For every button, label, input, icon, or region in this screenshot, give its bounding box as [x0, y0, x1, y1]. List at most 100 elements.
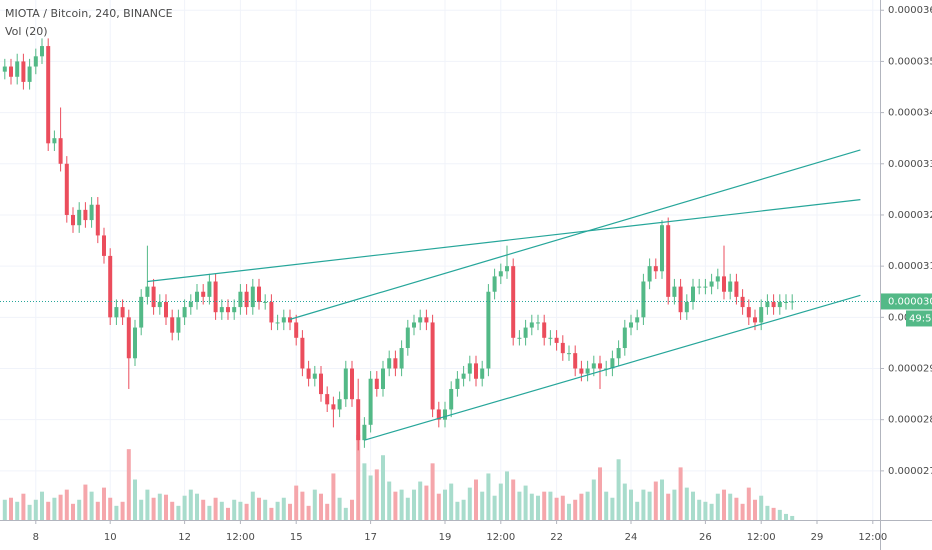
volume-bar — [95, 501, 100, 520]
last-price-label: 0.00003031 — [888, 296, 932, 307]
candle-body — [83, 209, 88, 221]
volume-bar — [281, 497, 286, 520]
volume-bar — [157, 493, 162, 520]
x-tick-label: 12:00 — [226, 532, 255, 543]
candle-body — [2, 66, 7, 72]
volume-bar — [337, 497, 342, 520]
candle-body — [95, 204, 100, 236]
volume-bar — [715, 493, 720, 520]
candle-body — [89, 204, 94, 221]
candle-body — [356, 399, 361, 441]
candle-body — [771, 301, 776, 308]
candle-body — [405, 327, 410, 349]
candle-body — [722, 276, 726, 292]
candle-body — [15, 61, 20, 77]
candle-body — [170, 317, 175, 333]
volume-bar — [567, 503, 571, 520]
candle-body — [269, 301, 274, 323]
candle-body — [591, 363, 596, 369]
candle-body — [201, 291, 206, 297]
volume-bar — [275, 501, 280, 520]
volume-bar — [480, 491, 485, 520]
volume-bar — [27, 504, 32, 520]
volume-bar — [300, 491, 305, 520]
candle-body — [784, 301, 788, 303]
candle-body — [567, 353, 571, 355]
candle-body — [306, 368, 311, 379]
candle-body — [703, 286, 708, 288]
volume-bar — [771, 507, 776, 520]
volume-bar — [325, 503, 330, 520]
volume-bar — [591, 479, 596, 520]
candle-body — [629, 322, 633, 328]
volume-bar — [368, 475, 373, 520]
candle-body — [145, 286, 150, 297]
volume-bar — [232, 499, 237, 520]
volume-bar — [15, 501, 20, 520]
trend-line — [289, 149, 861, 320]
volume-bar — [126, 449, 131, 520]
candle-body — [635, 317, 640, 323]
candle-body — [511, 266, 516, 338]
volume-bar — [449, 483, 454, 520]
chart-title: MIOTA / Bitcoin, 240, BINANCE — [5, 7, 173, 20]
candle-body — [443, 409, 447, 420]
axes: 0.000027000.000028000.000029000.00003000… — [33, 5, 932, 543]
candle-body — [288, 317, 292, 323]
volume-bar — [238, 501, 243, 520]
candle-body — [114, 307, 119, 318]
candle-body — [331, 404, 336, 410]
volume-bar — [455, 501, 460, 520]
candle-body — [213, 281, 218, 313]
candle-body — [467, 363, 472, 374]
candle-body — [715, 276, 720, 282]
candle-body — [740, 296, 745, 308]
volume-bar — [753, 499, 757, 520]
volume-bar — [542, 491, 547, 520]
volume-bar — [498, 483, 503, 520]
x-tick-label: 22 — [550, 532, 563, 543]
volume-bar — [461, 499, 466, 520]
candle-body — [449, 388, 454, 410]
volume-bar — [548, 491, 553, 520]
candle-body — [188, 301, 193, 308]
volume-bar — [250, 491, 255, 520]
x-tick-label: 12:00 — [747, 532, 776, 543]
volume-bar — [523, 485, 528, 520]
y-tick-label: 0.00003200 — [888, 210, 932, 221]
volume-bar — [691, 491, 695, 520]
candle-body — [610, 358, 615, 369]
volume-bar — [188, 489, 193, 520]
volume-bar — [288, 503, 292, 520]
candle-body — [33, 56, 38, 67]
volume-bar — [108, 497, 113, 520]
candle-body — [319, 373, 323, 395]
volume-bar — [226, 507, 230, 520]
volume-bar — [294, 485, 299, 520]
candle-body — [9, 66, 13, 77]
volume-bar — [244, 503, 249, 520]
candle-body — [281, 317, 286, 323]
volume-bar — [604, 491, 609, 520]
candle-body — [182, 307, 187, 318]
x-tick-label: 29 — [811, 532, 824, 543]
volume-bar — [343, 507, 348, 520]
volume-bar — [529, 493, 534, 520]
volume-bar — [424, 485, 429, 520]
volume-layer — [2, 435, 795, 520]
volume-bar — [635, 501, 640, 520]
volume-bar — [312, 489, 317, 520]
y-tick-label: 0.00002700 — [888, 466, 932, 477]
candle-body — [176, 317, 181, 333]
candle-body — [455, 378, 460, 389]
volume-bar — [443, 489, 447, 520]
candle-body — [120, 307, 125, 318]
volume-bar — [120, 501, 125, 520]
volume-bar — [71, 503, 75, 520]
candle-body — [263, 301, 268, 303]
candle-body — [412, 322, 416, 328]
x-tick-label: 26 — [699, 532, 712, 543]
candle-body — [64, 163, 69, 215]
candle-body — [728, 281, 733, 292]
